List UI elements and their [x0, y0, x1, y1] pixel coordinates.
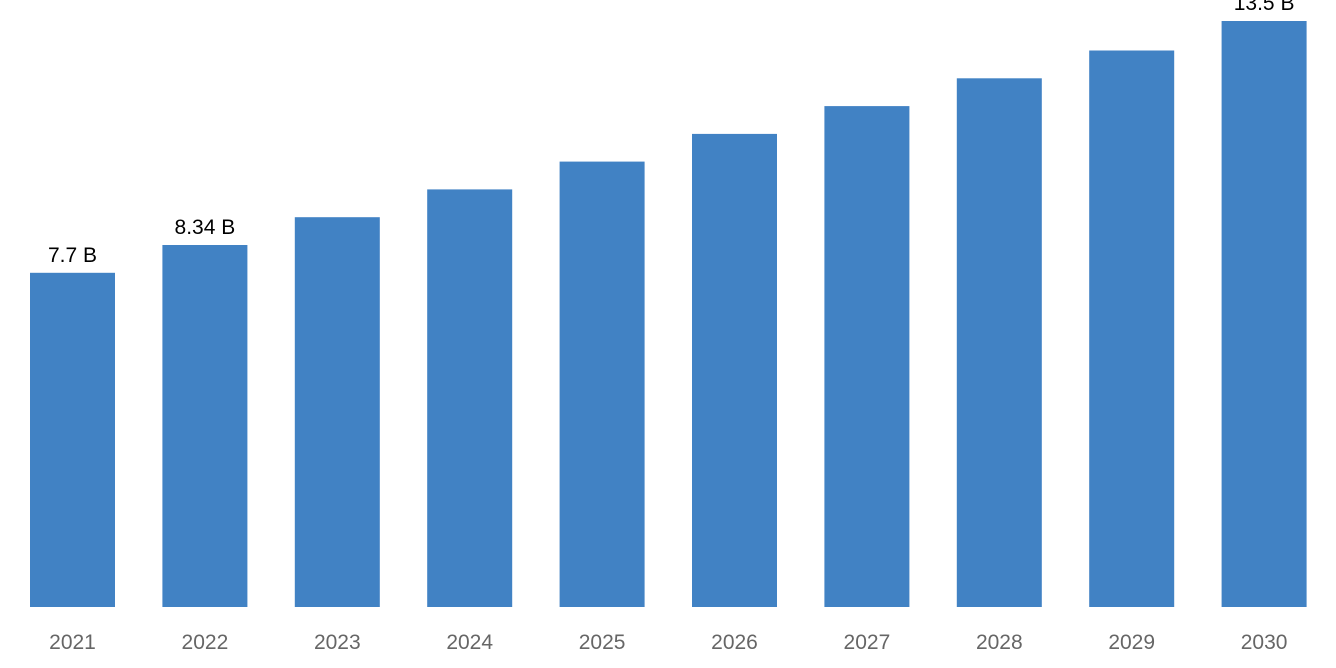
bar-2030 [1221, 21, 1307, 607]
bar-2021 [30, 272, 115, 607]
x-tick-label-2026: 2026 [711, 631, 758, 654]
x-tick-label-2028: 2028 [976, 631, 1023, 654]
bars-group [30, 21, 1307, 608]
x-tick-label-2021: 2021 [49, 631, 96, 654]
bar-labels-group: 7.7 B 8.34 B 13.5 B [48, 0, 1294, 267]
bar-2027 [824, 106, 910, 607]
x-tick-label-2030: 2030 [1241, 631, 1288, 654]
bar-2023 [294, 217, 380, 607]
x-tick-label-2022: 2022 [182, 631, 229, 654]
x-tick-label-2024: 2024 [446, 631, 493, 654]
x-tick-label-2025: 2025 [579, 631, 626, 654]
bar-2024 [427, 189, 513, 607]
bar-2029 [1089, 50, 1175, 607]
x-tick-label-2029: 2029 [1108, 631, 1155, 654]
x-tick-label-2023: 2023 [314, 631, 361, 654]
bar-2026 [692, 133, 777, 607]
data-label-2030: 13.5 B [1234, 0, 1295, 15]
bar-2025 [559, 161, 645, 607]
data-label-2022: 8.34 B [175, 216, 236, 239]
data-label-2021: 7.7 B [48, 244, 97, 267]
x-axis-ticks: 2021 2022 2023 2024 2025 2026 2027 2028 2029 2030 [49, 631, 1287, 654]
bar-2022 [162, 245, 248, 607]
bar-2028 [956, 78, 1042, 608]
x-tick-label-2027: 2027 [844, 631, 891, 654]
